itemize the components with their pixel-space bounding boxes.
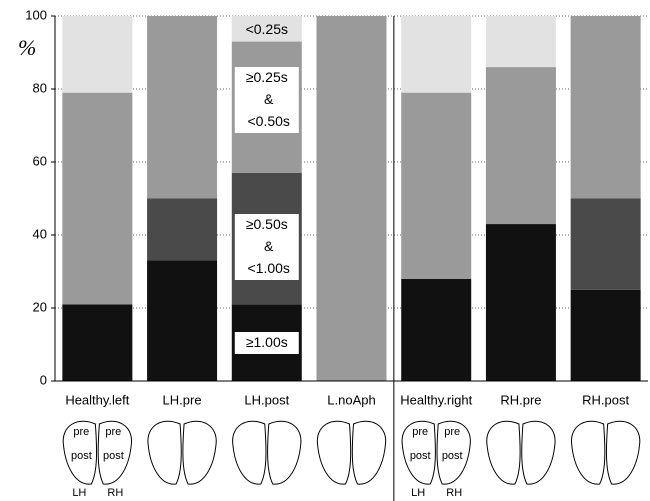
bar-segment [317,16,387,381]
bar-segment [486,67,556,224]
y-tick-label: 80 [33,80,47,95]
brain-diagram [148,421,216,484]
diagram-label: post [410,450,431,462]
brain-diagram [487,421,555,484]
hemisphere [148,421,181,484]
hemisphere [522,421,555,484]
x-tick-label: Healthy.left [65,392,129,407]
hemisphere [268,421,301,484]
hemisphere [352,421,385,484]
diagram-label: pre [444,426,460,438]
y-tick-label: 60 [33,153,47,168]
bar-segment [62,93,132,305]
x-tick-label: RH.post [582,392,629,407]
bar-segment [486,16,556,67]
bar-segment [147,261,217,381]
diagram-label: pre [105,426,121,438]
legend-label: <0.25s [246,21,288,37]
bar-segment [571,16,641,199]
diagram-label: pre [73,426,89,438]
hemisphere [317,421,350,484]
brain-diagram [571,421,639,484]
diagram-label: post [442,450,463,462]
bar-segment [401,16,471,93]
brain-diagram: pre pre post post LH RH [63,421,131,499]
diagram-label: post [103,450,124,462]
bar-segment [62,16,132,93]
bar-segment [486,224,556,381]
diagram-label: RH [446,487,462,499]
y-tick-label: 40 [33,226,47,241]
hemisphere [606,421,639,484]
x-tick-label: RH.pre [500,392,541,407]
hemisphere [571,421,604,484]
x-tick-label: Healthy.right [400,392,472,407]
bar-segment [401,279,471,381]
diagram-label: LH [411,487,425,499]
y-tick-label: 0 [40,372,47,387]
y-tick-label: 100 [25,7,47,22]
bar-segment [571,199,641,290]
brain-diagram [317,421,385,484]
brain-diagram [233,421,301,484]
bar-segment [147,16,217,199]
diagram-label: post [71,450,92,462]
x-tick-label: LH.post [244,392,289,407]
y-axis-label: % [18,35,36,60]
diagram-label: RH [107,487,123,499]
y-tick-label: 20 [33,299,47,314]
diagram-label: LH [72,487,86,499]
bar-segment [571,290,641,381]
hemisphere [487,421,520,484]
brain-diagram: pre pre post post LH RH [402,421,470,499]
chart: % 0 20 40 60 80 100 Healthy.left LH.pre LH.post L… [0,0,650,501]
bar-segment [147,199,217,261]
x-tick-label: LH.pre [163,392,202,407]
x-tick-label: L.noAph [327,392,375,407]
hemisphere [183,421,216,484]
bar-segment [401,93,471,279]
diagram-label: pre [412,426,428,438]
legend-label: ≥1.00s [246,334,288,350]
hemisphere [233,421,266,484]
bar-segment [62,304,132,381]
